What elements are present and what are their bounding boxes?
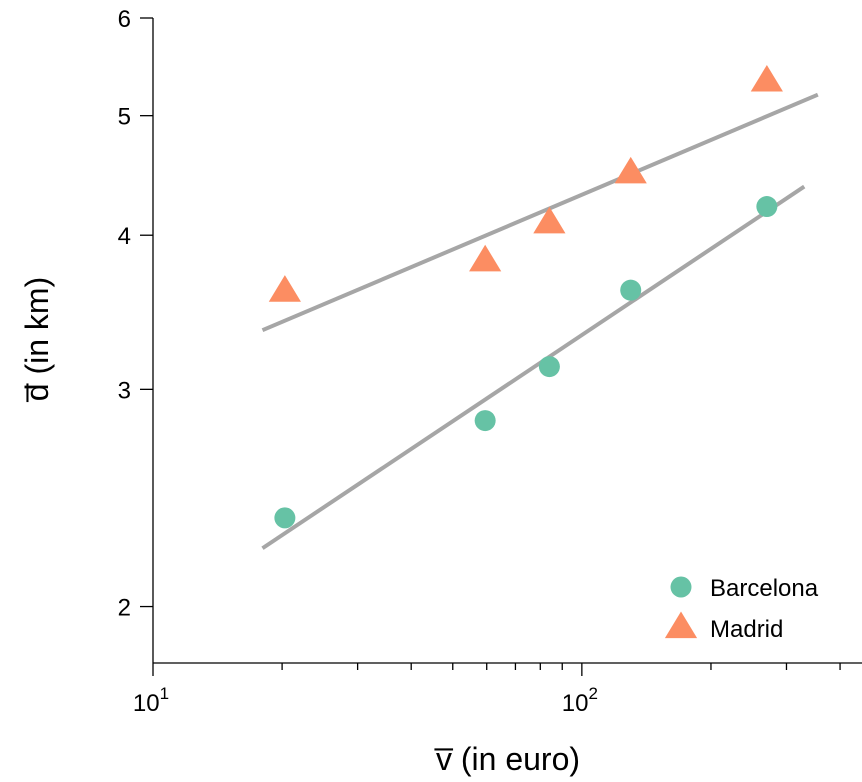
madrid-point [614, 156, 647, 184]
y-axis-title: d̅ (in km) [19, 277, 55, 403]
madrid-point [268, 275, 301, 302]
madrid-point [533, 206, 566, 234]
madrid-point [469, 244, 502, 272]
axes: 2 3 4 5 6 101 102 [118, 6, 862, 717]
fit-line-madrid [261, 92, 819, 333]
y-tick-label: 3 [118, 377, 131, 404]
data-points [268, 64, 783, 529]
legend: Barcelona Madrid [664, 575, 819, 643]
barcelona-point [274, 507, 296, 529]
legend-label-madrid: Madrid [710, 616, 783, 643]
barcelona-point [538, 356, 560, 378]
fit-line-barcelona [261, 184, 806, 550]
y-tick-label: 5 [118, 104, 131, 131]
y-tick-label: 6 [118, 6, 131, 33]
x-tick-label: 101 [133, 684, 169, 717]
barcelona-point [474, 410, 496, 432]
legend-marker-madrid [664, 611, 698, 639]
madrid-point [750, 64, 783, 92]
fit-lines [261, 92, 819, 550]
legend-label-barcelona: Barcelona [710, 575, 819, 602]
y-tick-label: 4 [118, 223, 131, 250]
x-axis-title: v̅ (in euro) [434, 741, 580, 777]
legend-marker-barcelona [670, 576, 692, 598]
barcelona-point [620, 279, 642, 301]
x-tick-label: 102 [562, 684, 598, 717]
barcelona-point [756, 196, 778, 218]
y-tick-label: 2 [118, 595, 131, 622]
